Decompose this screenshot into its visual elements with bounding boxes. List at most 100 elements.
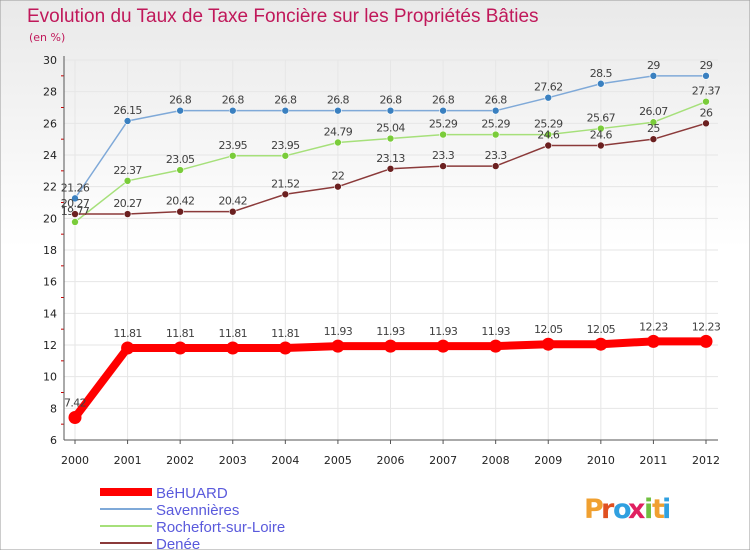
data-point bbox=[173, 341, 187, 355]
data-label: 7.42 bbox=[64, 397, 86, 410]
data-point bbox=[123, 117, 132, 125]
y-tick-label: 14 bbox=[43, 307, 57, 320]
data-label: 26.07 bbox=[639, 105, 668, 118]
x-tick-label: 2011 bbox=[639, 454, 667, 467]
data-label: 23.95 bbox=[219, 139, 248, 152]
data-label: 21.26 bbox=[61, 181, 90, 194]
x-tick-label: 2003 bbox=[219, 454, 247, 467]
data-point bbox=[649, 72, 658, 80]
data-label: 26.8 bbox=[327, 94, 350, 107]
data-point bbox=[228, 106, 237, 115]
data-point bbox=[597, 79, 605, 88]
data-label: 12.23 bbox=[639, 320, 668, 333]
legend: BéHUARDSavennièresRochefort-sur-LoireDen… bbox=[100, 485, 285, 550]
data-label: 11.93 bbox=[324, 325, 353, 338]
data-label: 23.3 bbox=[485, 149, 508, 162]
brand-letter: i bbox=[644, 494, 653, 525]
data-label: 26.8 bbox=[274, 94, 297, 107]
y-tick-label: 16 bbox=[43, 276, 57, 289]
y-tick-label: 6 bbox=[50, 434, 57, 447]
x-tick-label: 2006 bbox=[377, 454, 405, 467]
data-point bbox=[594, 337, 608, 351]
data-label: 20.27 bbox=[61, 197, 90, 210]
data-label: 26 bbox=[700, 106, 713, 119]
data-label: 25.04 bbox=[376, 122, 405, 135]
data-label: 25.29 bbox=[534, 118, 563, 131]
brand-letter: i bbox=[662, 494, 671, 525]
data-label: 29 bbox=[700, 59, 713, 72]
data-point bbox=[334, 182, 342, 191]
data-label: 11.81 bbox=[113, 327, 142, 340]
data-point bbox=[491, 130, 500, 139]
legend-label-BéHUARD: BéHUARD bbox=[156, 485, 228, 502]
data-point bbox=[439, 130, 447, 139]
data-label: 11.81 bbox=[219, 327, 248, 340]
data-point bbox=[386, 106, 395, 115]
brand-letter: x bbox=[628, 494, 645, 525]
data-label: 11.81 bbox=[271, 327, 300, 340]
data-label: 20.27 bbox=[113, 197, 142, 210]
legend-label-Savennières: Savennières bbox=[156, 502, 239, 519]
data-point bbox=[491, 106, 500, 115]
data-point bbox=[71, 194, 79, 203]
data-point bbox=[541, 337, 555, 351]
data-label: 12.05 bbox=[587, 323, 616, 336]
data-point bbox=[439, 162, 447, 170]
data-label: 26.8 bbox=[432, 94, 455, 107]
data-label: 11.93 bbox=[481, 325, 510, 338]
data-point bbox=[386, 164, 395, 173]
data-point bbox=[699, 334, 713, 348]
y-tick-label: 28 bbox=[43, 86, 57, 99]
data-point bbox=[649, 135, 658, 143]
data-point bbox=[702, 97, 710, 106]
x-tick-label: 2007 bbox=[429, 454, 457, 467]
data-point bbox=[334, 138, 342, 147]
data-label: 22 bbox=[332, 170, 345, 183]
y-tick-label: 24 bbox=[43, 149, 57, 162]
data-label: 11.81 bbox=[166, 327, 195, 340]
data-point bbox=[597, 124, 605, 133]
data-point bbox=[281, 190, 290, 199]
data-point bbox=[334, 106, 342, 115]
data-point bbox=[439, 106, 447, 115]
x-tick-label: 2002 bbox=[166, 454, 194, 467]
data-label: 23.13 bbox=[376, 152, 405, 165]
legend-label-Rochefort-sur-Loire: Rochefort-sur-Loire bbox=[156, 519, 285, 536]
data-point bbox=[386, 134, 395, 143]
y-tick-label: 12 bbox=[43, 339, 57, 352]
data-point bbox=[123, 177, 132, 185]
data-label: 20.42 bbox=[219, 195, 248, 208]
axes: 6 8 10 12 14 16 18 20 22 24 26 28 30 2000 2001 2002 2003… bbox=[43, 54, 720, 467]
chart-title: Evolution du Taux de Taxe Foncière sur l… bbox=[27, 6, 539, 27]
x-tick-label: 2001 bbox=[114, 454, 142, 467]
data-point bbox=[226, 341, 240, 355]
data-label: 20.42 bbox=[166, 195, 195, 208]
data-point bbox=[176, 207, 184, 216]
data-point bbox=[544, 141, 553, 150]
data-point bbox=[228, 151, 237, 160]
x-tick-label: 2012 bbox=[692, 454, 720, 467]
data-label: 12.23 bbox=[692, 320, 721, 333]
data-label: 25.29 bbox=[429, 118, 458, 131]
y-tick-label: 18 bbox=[43, 244, 57, 257]
data-point bbox=[71, 210, 79, 218]
data-label: 25.67 bbox=[587, 112, 616, 125]
data-point bbox=[176, 106, 184, 115]
data-point bbox=[121, 341, 135, 355]
data-label: 23.05 bbox=[166, 153, 195, 166]
data-label: 23.3 bbox=[432, 149, 455, 162]
brand-letter: o bbox=[613, 494, 632, 525]
data-point bbox=[278, 341, 292, 355]
y-tick-label: 26 bbox=[43, 117, 57, 130]
x-tick-label: 2005 bbox=[324, 454, 352, 467]
data-point bbox=[491, 162, 500, 170]
data-point bbox=[436, 339, 450, 353]
data-point bbox=[331, 339, 345, 353]
x-tick-label: 2004 bbox=[271, 454, 299, 467]
data-point bbox=[176, 166, 184, 174]
y-tick-label: 30 bbox=[43, 54, 57, 67]
data-label: 25.29 bbox=[481, 118, 510, 131]
y-tick-label: 22 bbox=[43, 181, 57, 194]
data-point bbox=[597, 141, 605, 150]
data-label: 25 bbox=[647, 122, 660, 135]
